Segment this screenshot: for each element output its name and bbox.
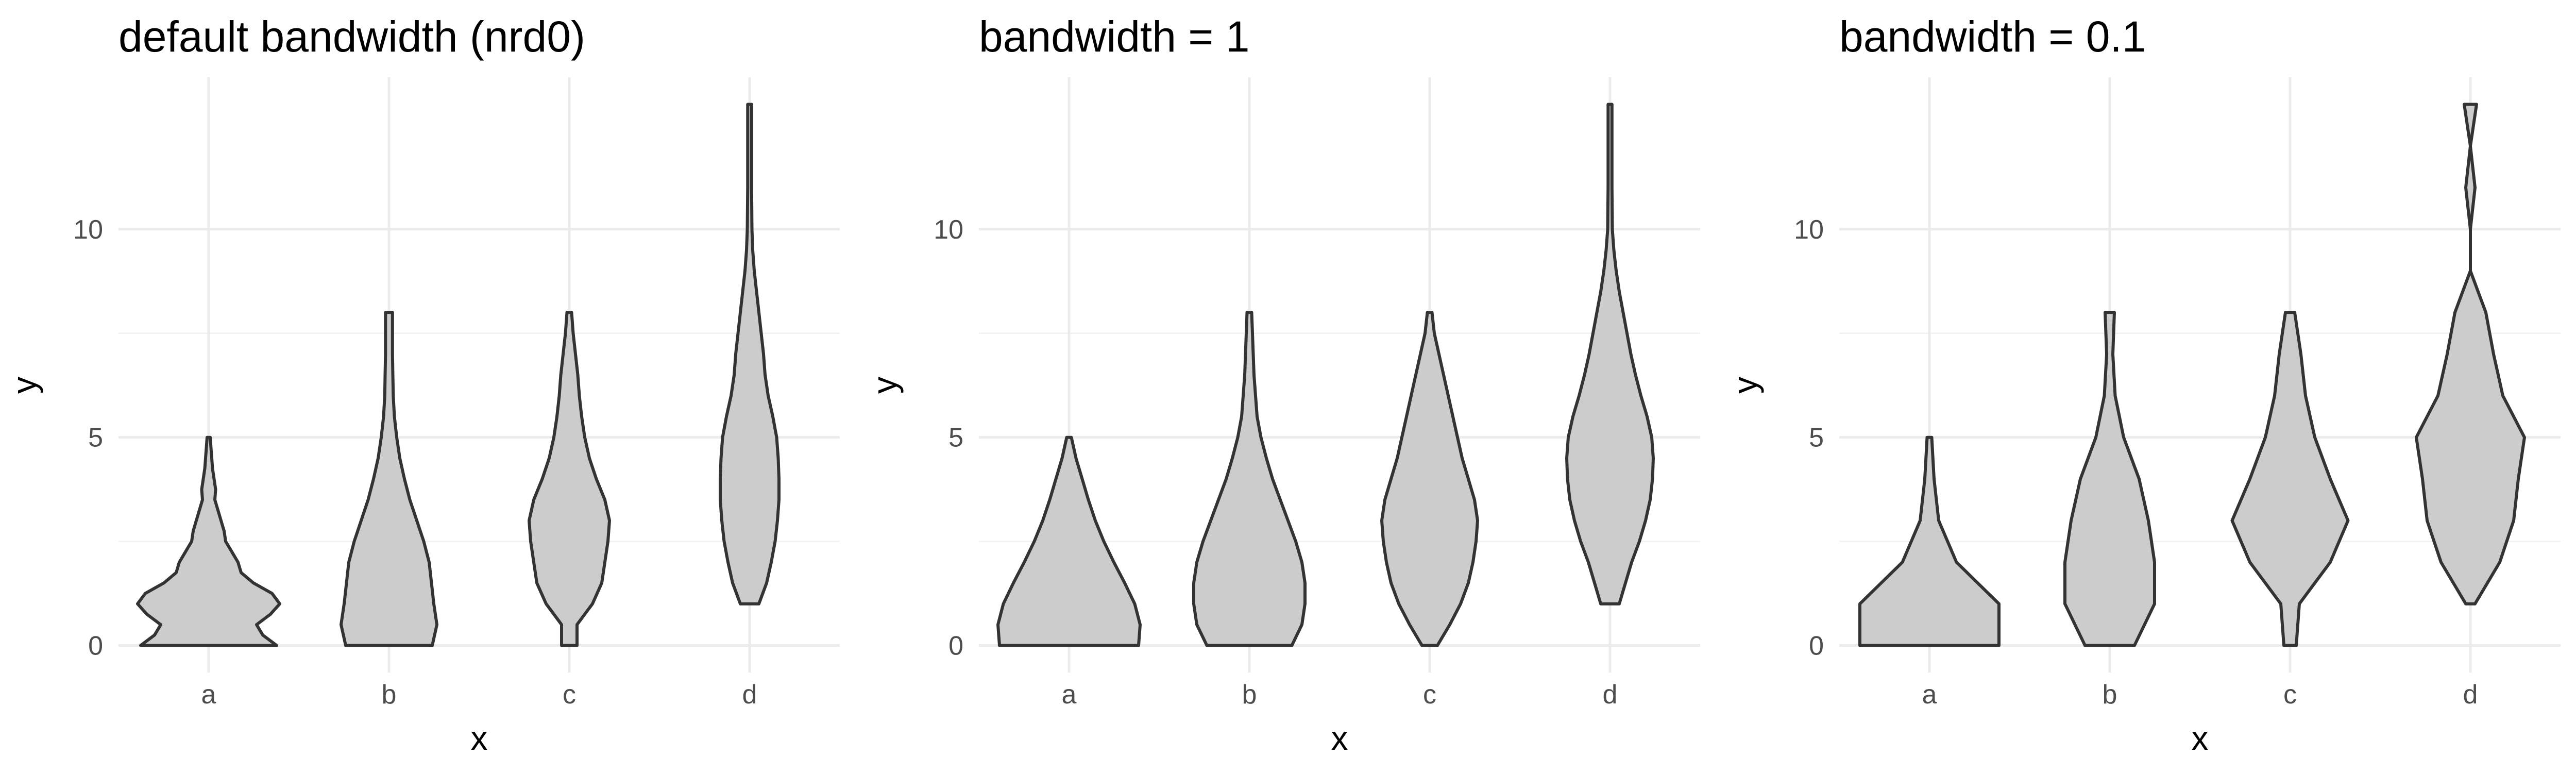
violin-a	[996, 435, 1142, 647]
x-tick-label: c	[563, 680, 576, 710]
y-tick-label: 5	[1809, 423, 1824, 453]
y-tick-label: 0	[1809, 631, 1824, 661]
x-tick-label: c	[2283, 680, 2297, 710]
y-axis-label: y	[5, 377, 43, 394]
x-axis-label: x	[471, 719, 488, 757]
violin-d	[1565, 103, 1655, 606]
panel-title: bandwidth = 0.1	[1839, 12, 2146, 61]
y-tick-label: 10	[934, 215, 963, 245]
x-tick-label: a	[1922, 680, 1937, 710]
y-tick-label: 5	[88, 423, 103, 453]
violin-a	[136, 435, 281, 647]
y-tick-label: 0	[948, 631, 963, 661]
violin-c	[1380, 311, 1479, 647]
x-tick-label: b	[2103, 680, 2117, 710]
x-axis-label: x	[2192, 719, 2209, 757]
x-tick-label: d	[1603, 680, 1618, 710]
y-axis-label: y	[1726, 377, 1764, 394]
x-tick-label: a	[201, 680, 216, 710]
violin-b	[1192, 311, 1307, 647]
violin-b	[2063, 311, 2156, 647]
x-tick-label: b	[1242, 680, 1257, 710]
x-tick-label: a	[1062, 680, 1077, 710]
x-tick-label: d	[742, 680, 757, 710]
violin-d	[719, 103, 781, 606]
violin-b	[340, 311, 438, 647]
x-tick-label: b	[382, 680, 397, 710]
y-tick-label: 5	[948, 423, 963, 453]
y-axis-label: y	[866, 377, 904, 394]
violin-c	[528, 311, 611, 647]
panel-title: default bandwidth (nrd0)	[118, 12, 585, 61]
x-tick-label: d	[2463, 680, 2478, 710]
violin-c	[2230, 311, 2350, 647]
y-tick-label: 0	[88, 631, 103, 661]
violin-d	[2415, 103, 2526, 606]
panel-title: bandwidth = 1	[979, 12, 1249, 61]
y-tick-label: 10	[73, 215, 103, 245]
x-tick-label: c	[1423, 680, 1436, 710]
x-axis-label: x	[1331, 719, 1348, 757]
y-tick-label: 10	[1794, 215, 1824, 245]
violin-a	[1858, 435, 2001, 647]
